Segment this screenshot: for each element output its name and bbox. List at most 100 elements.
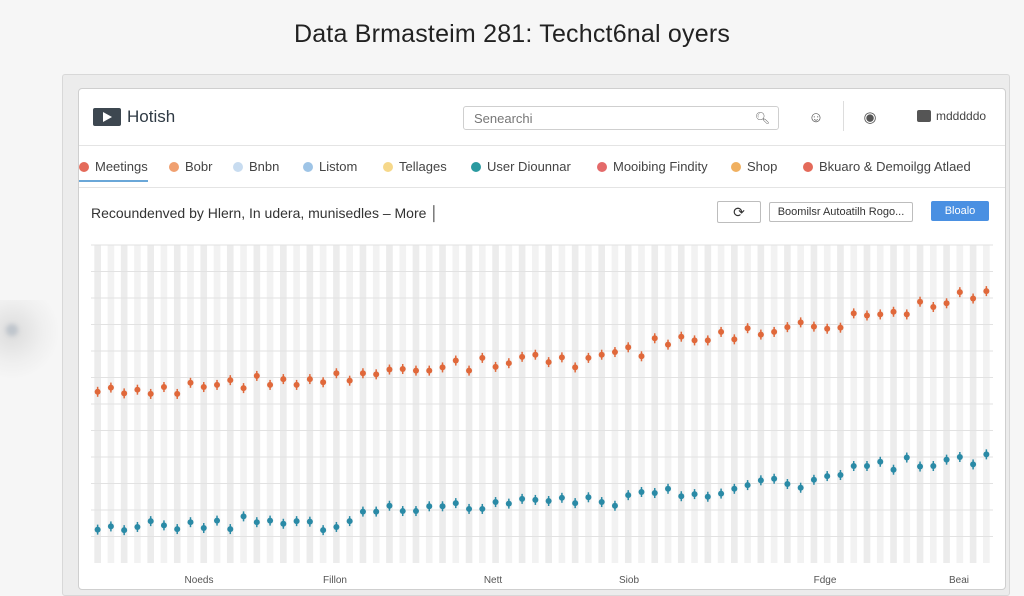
data-point — [903, 309, 910, 320]
logo-text: Hotish — [127, 107, 176, 126]
scatter-chart: Noeds Fillon Nett Siob Fdge Beai — [91, 244, 993, 586]
data-point — [134, 384, 141, 395]
tab-bnbn[interactable]: Bnbn — [233, 159, 279, 174]
data-point — [651, 333, 658, 344]
data-point — [426, 365, 433, 376]
app-logo[interactable]: Hotish — [93, 107, 175, 127]
data-point — [386, 364, 393, 375]
data-point — [558, 492, 565, 503]
data-point — [505, 358, 512, 369]
x-tick-label: Fdge — [814, 575, 837, 586]
tab-label: Listom — [319, 159, 358, 174]
search-icon[interactable]: 🔍︎ — [754, 111, 770, 125]
data-point — [638, 351, 645, 362]
data-point — [346, 516, 353, 527]
data-point — [757, 329, 764, 340]
data-point — [598, 349, 605, 360]
data-point — [200, 523, 207, 534]
data-point — [837, 322, 844, 333]
data-point — [267, 515, 274, 526]
tab-dot-icon — [169, 161, 179, 172]
data-point — [943, 298, 950, 309]
search-input[interactable] — [472, 110, 746, 127]
data-point — [545, 495, 552, 506]
data-point — [187, 377, 194, 388]
tab-dot-icon — [731, 161, 741, 172]
x-tick-label: Beai — [949, 575, 969, 586]
data-point — [917, 461, 924, 472]
data-point — [744, 323, 751, 334]
tab-bobr[interactable]: Bobr — [169, 159, 212, 174]
toolbar-divider — [843, 101, 844, 131]
data-point — [293, 379, 300, 390]
data-point — [466, 365, 473, 376]
tab-dot-icon — [597, 161, 607, 172]
refresh-button[interactable]: ⟳ — [717, 201, 761, 223]
data-point — [784, 479, 791, 490]
tab-dot-icon — [471, 161, 481, 172]
data-point — [505, 498, 512, 509]
data-point — [174, 388, 181, 399]
data-point — [240, 383, 247, 394]
data-point — [439, 501, 446, 512]
settings-icon[interactable]: ◉ — [863, 109, 877, 126]
data-point — [214, 379, 221, 390]
content-toolbar: Recoundenved by Hlern, In udera, munised… — [79, 189, 1005, 235]
data-point — [492, 497, 499, 508]
tab-dot-icon — [383, 161, 393, 172]
side-blur-decoration — [0, 300, 60, 380]
data-point — [214, 515, 221, 526]
recommendation-text[interactable]: Recoundenved by Hlern, In udera, munised… — [91, 205, 440, 221]
x-tick-label: Fillon — [323, 575, 347, 586]
data-point — [598, 497, 605, 508]
x-tick-label: Siob — [619, 575, 639, 586]
data-point — [585, 352, 592, 363]
data-point — [306, 374, 313, 385]
options-dropdown[interactable]: Boomilsr Autoatilh Rogo... — [769, 202, 913, 222]
data-point — [691, 335, 698, 346]
data-point — [492, 361, 499, 372]
data-point — [970, 459, 977, 470]
data-point — [253, 370, 260, 381]
tab-dot-icon — [803, 161, 813, 172]
data-point — [320, 525, 327, 536]
app-window: Hotish 🔍︎ ☺ ◉ mdddddo Meetings Bobr Bnbn… — [78, 88, 1006, 590]
tab-user-diounnar[interactable]: User Diounnar — [471, 159, 571, 174]
data-point — [863, 310, 870, 321]
tab-label: Tellages — [399, 159, 447, 174]
data-point — [983, 286, 990, 297]
primary-action-button[interactable]: Bloalo — [931, 201, 989, 221]
data-point — [280, 374, 287, 385]
data-point — [452, 355, 459, 366]
search-box[interactable]: 🔍︎ — [463, 106, 779, 130]
tab-dot-icon — [79, 161, 89, 172]
refresh-icon: ⟳ — [733, 203, 745, 220]
tab-bkuaro-demoilgg[interactable]: Bkuaro & Demoilgg Atlaed — [803, 159, 971, 174]
data-point — [611, 500, 618, 511]
data-point — [240, 511, 247, 522]
tab-shop[interactable]: Shop — [731, 159, 777, 174]
help-icon[interactable]: ☺ — [808, 108, 824, 126]
x-tick-label: Noeds — [185, 575, 214, 586]
data-point — [399, 364, 406, 375]
data-point — [970, 293, 977, 304]
data-point — [810, 321, 817, 332]
data-point — [479, 503, 486, 514]
tab-dot-icon — [303, 161, 313, 172]
tab-listom[interactable]: Listom — [303, 159, 357, 174]
tab-mooibing-findity[interactable]: Mooibing Findity — [597, 159, 708, 174]
data-point — [731, 483, 738, 494]
data-point — [625, 490, 632, 501]
tab-label: Bobr — [185, 159, 213, 174]
data-point — [850, 308, 857, 319]
data-point — [121, 388, 128, 399]
tab-tellages[interactable]: Tellages — [383, 159, 447, 174]
data-point — [837, 470, 844, 481]
data-point — [426, 501, 433, 512]
tab-meetings[interactable]: Meetings — [79, 159, 148, 182]
data-point — [333, 521, 340, 532]
tab-label: Meetings — [95, 159, 148, 174]
user-menu[interactable]: mdddddo — [917, 109, 986, 123]
data-point — [651, 488, 658, 499]
data-point — [956, 452, 963, 462]
